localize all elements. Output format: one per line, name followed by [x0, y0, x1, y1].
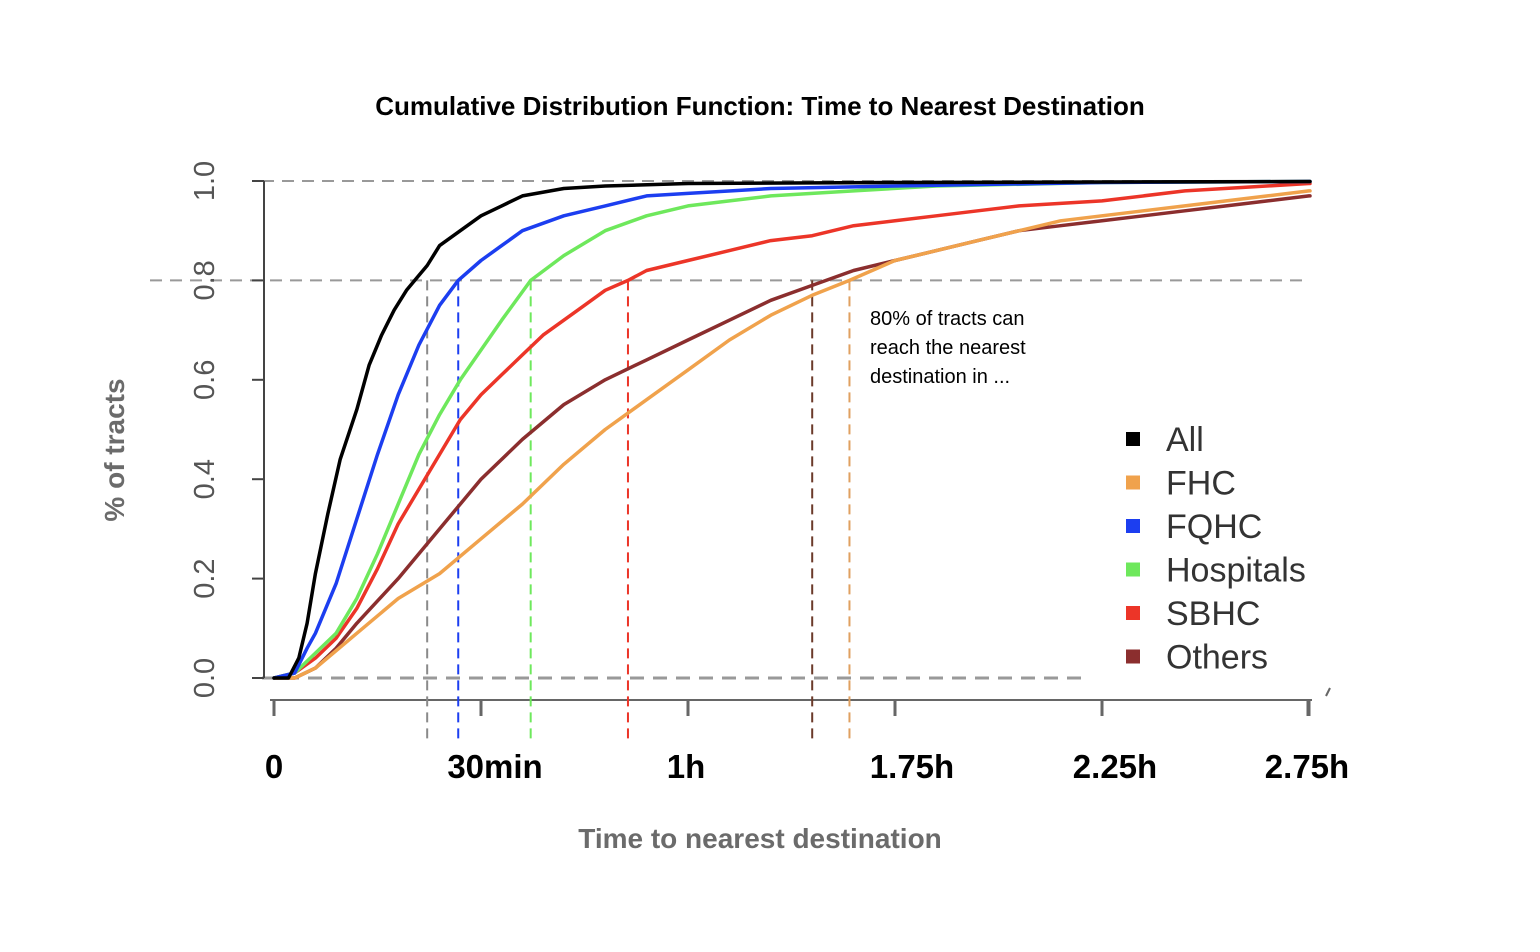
reference-lines — [150, 180, 1310, 680]
y-axis-title: % of tracts — [99, 378, 130, 521]
series-line-fqhc — [272, 179, 1312, 680]
legend-swatch-fqhc — [1126, 519, 1140, 533]
series-line-sbhc — [272, 181, 1312, 680]
x-tick-label: 2.75h — [1265, 748, 1349, 785]
y-tick-label: 0.2 — [189, 558, 221, 598]
y-tick-label: 0.8 — [189, 260, 221, 300]
series-lines — [272, 179, 1312, 680]
annotation-line: destination in ... — [870, 366, 1010, 388]
series-line-others — [272, 194, 1312, 680]
x-axis-title: Time to nearest destination — [578, 823, 942, 854]
x-tick-label: 1h — [667, 748, 706, 785]
series-line-all — [272, 179, 1312, 680]
y-tick-label: 1.0 — [189, 161, 221, 201]
series-line-fhc — [272, 189, 1312, 680]
axes — [252, 180, 1331, 716]
y-tick-label: 0.6 — [189, 360, 221, 400]
legend-swatch-all — [1126, 432, 1140, 446]
x-tick-label: 2.25h — [1073, 748, 1157, 785]
annotation-line: 80% of tracts can — [870, 308, 1025, 330]
legend-label-others: Others — [1166, 639, 1268, 677]
legend: All FHC FQHC Hospitals SBHC Others — [1126, 421, 1306, 677]
annotation-line: reach the nearest — [870, 337, 1026, 359]
y-tick-label: 0.0 — [189, 658, 221, 698]
legend-label-hospitals: Hospitals — [1166, 552, 1306, 590]
x-tick-label: 0 — [265, 748, 283, 785]
legend-swatch-fhc — [1126, 475, 1140, 490]
annotation-80-percent: 80% of tracts can reach the nearest destin… — [870, 308, 1026, 388]
percentile-80-lines — [426, 280, 851, 744]
legend-label-sbhc: SBHC — [1166, 595, 1260, 633]
chart-title: Cumulative Distribution Function: Time t… — [375, 91, 1144, 121]
x-tick-labels: 0 30min 1h 1.75h 2.25h 2.75h — [265, 748, 1349, 785]
series-line-hospitals — [272, 179, 1312, 680]
legend-swatch-hospitals — [1126, 562, 1140, 577]
x-tick-label: 1.75h — [870, 748, 954, 785]
y-tick-labels: 0.0 0.2 0.4 0.6 0.8 1.0 — [189, 161, 221, 698]
y-tick-label: 0.4 — [189, 459, 221, 499]
legend-label-all: All — [1166, 421, 1204, 459]
legend-label-fqhc: FQHC — [1166, 508, 1262, 546]
legend-label-fhc: FHC — [1166, 465, 1236, 503]
x-axis-end-mark — [1325, 687, 1331, 697]
legend-swatch-sbhc — [1126, 606, 1140, 620]
legend-swatch-others — [1126, 649, 1140, 664]
x-tick-label: 30min — [447, 748, 542, 785]
